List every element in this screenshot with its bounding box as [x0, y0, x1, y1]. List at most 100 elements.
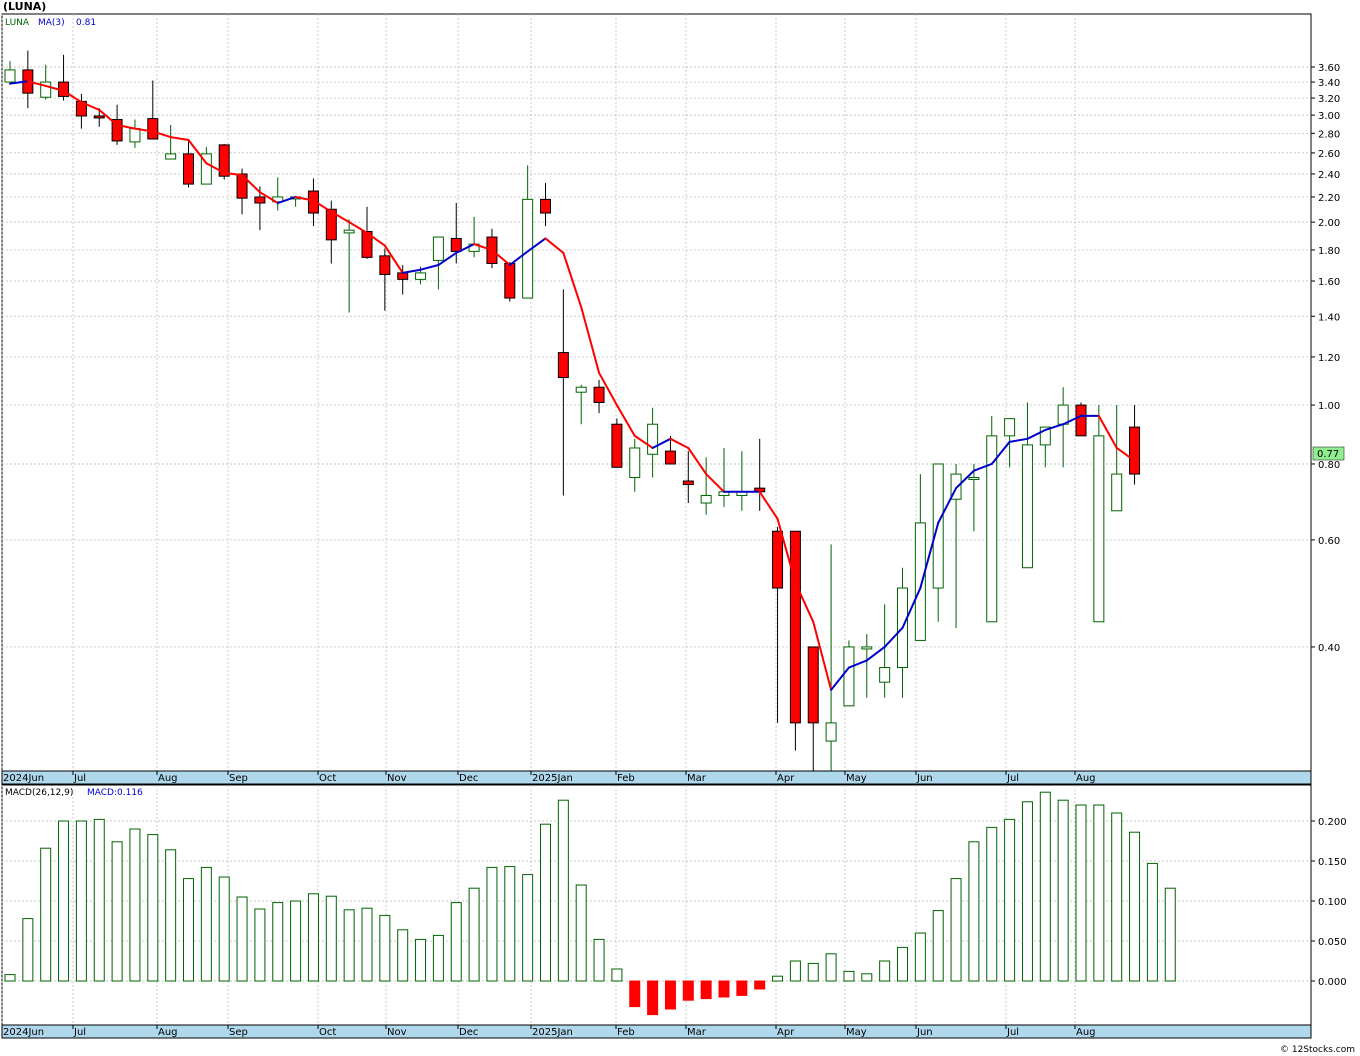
ma-segment: [526, 237, 547, 253]
price-tick-label: 2.40: [1318, 170, 1340, 181]
macd-bar: [397, 929, 409, 982]
price-month-labels: 2024Jun Jul Aug Sep Oct Nov Dec 2025Jan Feb Mar Ap…: [1, 771, 1096, 784]
ma-segment: [44, 84, 65, 92]
macd-bar: [629, 980, 641, 1008]
month-label: Dec: [459, 773, 478, 784]
candle-body: [307, 190, 319, 214]
macd-bar: [450, 902, 462, 982]
ma-segment: [544, 237, 565, 254]
candle-body: [236, 173, 248, 199]
month-label: Feb: [617, 773, 635, 784]
macd-bar: [1093, 804, 1105, 982]
ma-segment: [812, 620, 833, 691]
candle-body: [789, 530, 801, 724]
ma-segment: [187, 138, 208, 165]
macd-bar: [290, 900, 302, 982]
ma-segment: [651, 437, 672, 449]
month-label: 2024Jun: [3, 1027, 44, 1038]
candle-body: [218, 144, 230, 177]
candle-body: [432, 236, 444, 261]
ma-segment: [9, 80, 29, 85]
macd-bar: [932, 910, 944, 982]
ma-segment: [972, 462, 993, 472]
ma-segment: [419, 264, 440, 271]
candle-body: [450, 237, 462, 252]
macd-bar: [1129, 831, 1141, 982]
candle-body: [807, 646, 819, 724]
ma-segment: [1008, 437, 1029, 443]
price-tick-label: 3.40: [1318, 78, 1340, 89]
macd-bar: [1021, 801, 1033, 982]
candle-body: [4, 69, 16, 83]
macd-bar: [950, 878, 962, 982]
macd-bar: [75, 820, 87, 982]
ma-segment: [490, 248, 511, 267]
macd-tick-label: 0.200: [1318, 817, 1347, 828]
ma-segment: [223, 171, 244, 177]
ma-segment: [901, 587, 922, 629]
ma-segment: [276, 195, 297, 205]
ma-segment: [615, 404, 636, 437]
month-label: Jul: [1006, 1027, 1019, 1038]
legend-symbol: LUNA: [5, 18, 30, 28]
macd-bar: [486, 866, 498, 982]
candle-body: [611, 423, 623, 468]
macd-bar: [1075, 804, 1087, 982]
candle-body: [200, 153, 212, 185]
candle-body: [147, 118, 159, 140]
candle-body: [682, 480, 694, 486]
month-label: Mar: [687, 1027, 707, 1038]
macd-bar: [254, 908, 266, 982]
ma-segment: [1115, 446, 1136, 462]
ma-segment: [883, 626, 904, 648]
macd-bar: [611, 968, 623, 982]
macd-y-axis: 0.200 0.150 0.100 0.050 0.000: [1311, 817, 1347, 988]
candle-body: [1039, 426, 1051, 446]
candle-body: [914, 522, 926, 641]
macd-bar: [879, 960, 891, 982]
candle-body: [593, 386, 605, 403]
ma-segment: [366, 231, 386, 247]
candle-body: [575, 386, 587, 393]
macd-bar: [325, 895, 337, 982]
macd-bar: [682, 980, 694, 1001]
macd-bar: [468, 887, 480, 982]
ma-segment: [348, 221, 368, 234]
ma-segment: [598, 371, 618, 407]
ma-segment: [26, 80, 47, 87]
ma-segment: [294, 195, 315, 202]
month-label: Jun: [916, 773, 933, 784]
month-label: May: [846, 1027, 867, 1038]
legend-ma: MA(3): [38, 18, 65, 28]
macd-tick-label: 0.000: [1318, 977, 1347, 988]
price-tick-label: 2.60: [1318, 149, 1340, 160]
ma-segment: [776, 517, 797, 584]
ma-segment: [758, 490, 779, 520]
price-tick-label: 1.40: [1318, 312, 1340, 323]
candle-body: [415, 272, 427, 280]
ma-segment: [151, 130, 172, 139]
candle-body: [772, 530, 784, 589]
macd-bar: [111, 841, 123, 982]
macd-bar: [165, 849, 177, 982]
ma-segment: [562, 251, 583, 309]
month-label: Oct: [319, 773, 336, 784]
ma-segment: [937, 487, 958, 524]
macd-bar: [272, 902, 284, 982]
macd-bar: [843, 970, 855, 982]
candle-body: [93, 115, 105, 119]
macd-bar: [147, 834, 159, 982]
price-tick-label: 3.20: [1318, 94, 1340, 105]
macd-bar: [540, 823, 551, 982]
price-tick-label: 1.80: [1318, 246, 1340, 257]
chart-title: (LUNA): [3, 0, 46, 13]
macd-bar: [93, 818, 105, 982]
macd-bar: [504, 866, 516, 982]
candle-body: [986, 435, 998, 623]
macd-bar: [1111, 812, 1123, 982]
ma-segment: [830, 666, 850, 691]
candle-body: [183, 153, 194, 185]
month-label: Aug: [1076, 773, 1096, 784]
macd-legend-value: MACD:0.116: [87, 788, 143, 798]
macd-bar: [700, 980, 712, 1000]
